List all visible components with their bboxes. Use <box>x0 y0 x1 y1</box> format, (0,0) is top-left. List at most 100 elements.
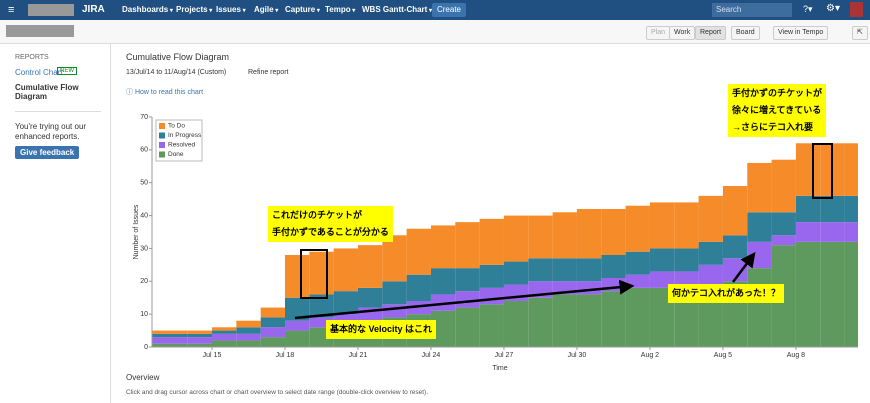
nav-item[interactable]: Issues <box>216 5 246 14</box>
work-button[interactable]: Work <box>669 26 696 40</box>
date-range[interactable]: 13/Jul/14 to 11/Aug/14 (Custom) <box>126 69 227 76</box>
area-segment <box>284 297 310 321</box>
area-segment <box>382 235 407 282</box>
area-segment <box>333 248 358 292</box>
area-segment <box>674 271 699 285</box>
area-segment <box>747 212 772 242</box>
hint: Click and drag cursor across chart or ch… <box>126 389 429 396</box>
annotation-line: これだけのチケットが <box>272 210 363 220</box>
area-segment <box>152 337 188 344</box>
area-segment <box>406 274 431 301</box>
area-segment <box>236 340 261 347</box>
area-segment <box>722 235 748 259</box>
area-segment <box>152 333 188 338</box>
legend-swatch <box>159 151 165 158</box>
nav-bar: ≡ JIRA Dashboards Projects Issues Agile … <box>0 0 870 20</box>
annotation-line: 何かテコ入れがあった！？ <box>672 288 781 298</box>
arrow <box>294 279 635 320</box>
refine[interactable]: Refine report <box>248 69 289 76</box>
menu-icon[interactable]: ≡ <box>8 4 15 16</box>
avatar[interactable] <box>850 2 863 17</box>
nav-item[interactable]: Dashboards <box>122 5 173 14</box>
settings-icon[interactable]: ⚙▾ <box>826 3 840 14</box>
annotation-line: 基本的な Velocity はこれ <box>330 324 433 334</box>
divider <box>15 111 101 112</box>
area-segment <box>503 261 529 285</box>
annotation: 何かテコ入れがあった！？ <box>668 284 785 303</box>
area-segment <box>152 330 188 334</box>
area-segment <box>333 314 358 324</box>
area-segment <box>503 215 529 262</box>
annotation: これだけのチケットが 手付かずであることが分かる <box>268 206 393 242</box>
search-box[interactable]: Search <box>712 3 792 17</box>
area-segment <box>479 304 504 347</box>
area-segment <box>576 209 602 259</box>
area-segment <box>625 205 650 252</box>
y-tick-label: 60 <box>140 147 148 154</box>
area-segment <box>187 330 212 334</box>
board-button[interactable]: Board <box>731 26 760 40</box>
x-tick-label: Jul 21 <box>349 352 368 359</box>
area-segment <box>187 337 212 344</box>
area-segment <box>455 307 480 347</box>
area-segment <box>528 215 553 259</box>
area-segment <box>260 307 285 318</box>
x-tick-label: Jul 27 <box>495 352 514 359</box>
area-segment <box>212 327 237 331</box>
area-segment <box>844 222 858 242</box>
legend-label: To Do <box>168 123 185 130</box>
y-tick-label: 30 <box>140 245 148 252</box>
area-segment <box>844 241 858 347</box>
plan-button[interactable]: Plan <box>646 26 671 40</box>
area-segment <box>187 333 212 338</box>
area-segment <box>820 195 845 223</box>
plot <box>152 143 858 347</box>
nav-item[interactable]: Tempo <box>325 5 355 14</box>
annotation-line: 徐々に増えてきている <box>732 105 822 115</box>
legend-label: In Progress <box>168 132 202 139</box>
y-tick-label: 20 <box>140 278 148 285</box>
area-segment <box>455 291 480 308</box>
nav-item[interactable]: WBS Gantt-Chart <box>362 5 432 14</box>
help-icon[interactable]: ?▾ <box>803 4 813 14</box>
area-segment <box>479 218 504 265</box>
annotation-line: 手付かずのチケットが <box>732 88 823 98</box>
area-segment <box>795 222 821 242</box>
area-segment <box>333 291 358 315</box>
area-segment <box>309 317 334 328</box>
nav-item[interactable]: Capture <box>285 5 320 14</box>
help-link[interactable]: ⓘ How to read this chart <box>126 89 204 96</box>
area-segment <box>187 343 212 347</box>
area-segment <box>236 327 261 334</box>
nav-item[interactable]: Agile <box>254 5 278 14</box>
area-segment <box>284 330 310 347</box>
create-button[interactable]: Create <box>432 3 466 17</box>
annotation-line: →さらにテコ入れ要 <box>732 122 814 132</box>
x-tick-label: Aug 5 <box>714 352 732 359</box>
area-segment <box>212 340 237 347</box>
collapse-button[interactable]: ⇱ <box>852 26 868 40</box>
logo[interactable]: JIRA <box>82 4 105 15</box>
area-segment <box>844 143 858 196</box>
area-segment <box>528 258 553 282</box>
area-segment <box>649 271 675 288</box>
area-segment <box>357 245 383 288</box>
area-segment <box>212 333 237 341</box>
overview: Overview <box>126 373 160 382</box>
report-button[interactable]: Report <box>695 26 727 40</box>
feedback-button[interactable]: Give feedback <box>15 146 80 159</box>
area-segment <box>747 268 772 347</box>
nav-item[interactable]: Projects <box>176 5 212 14</box>
area-segment <box>357 287 383 308</box>
area-segment <box>576 258 602 282</box>
tempo-button[interactable]: View in Tempo <box>773 26 829 40</box>
area-segment <box>260 327 285 338</box>
legend-label: Done <box>168 151 184 158</box>
link[interactable]: Control Chart <box>15 68 63 77</box>
area-segment <box>382 281 407 305</box>
area-segment <box>284 320 310 331</box>
area-segment <box>722 186 748 236</box>
help-text[interactable]: How to read this chart <box>134 89 204 96</box>
